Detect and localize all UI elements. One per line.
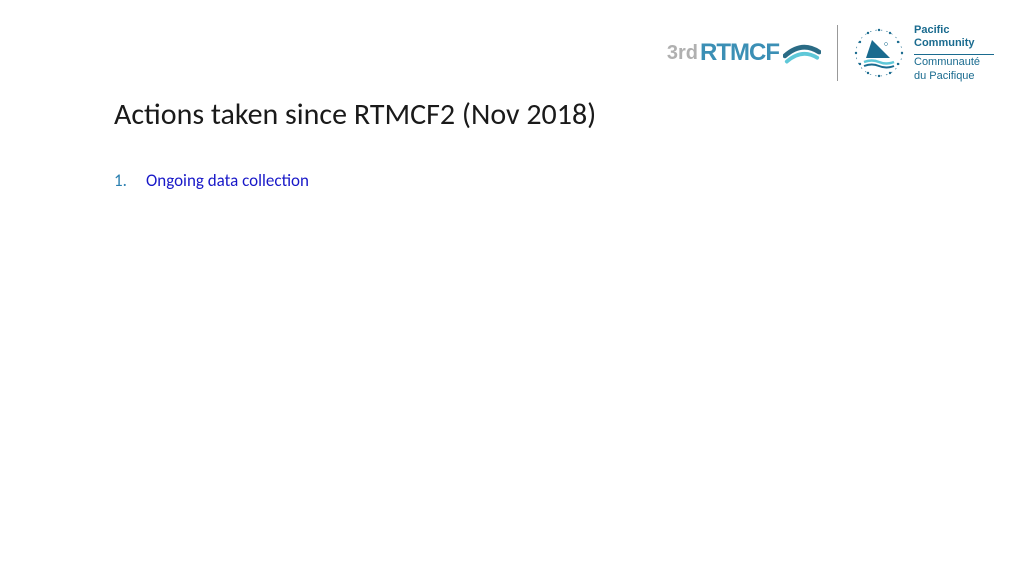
action-list: 1. Ongoing data collection — [114, 170, 309, 191]
list-number: 1. — [114, 170, 130, 191]
spc-line3: Communauté — [914, 56, 994, 69]
spc-logo: Pacific Community Communauté du Pacifiqu… — [854, 24, 994, 83]
header-logos: 3rd RTMCF Pacific Community Communauté d — [667, 24, 994, 83]
list-text: Ongoing data collection — [146, 170, 309, 191]
logo-divider — [837, 25, 838, 81]
rtmcf-logo: 3rd RTMCF — [667, 38, 821, 68]
spc-line2: Community — [914, 37, 994, 50]
spc-line1: Pacific — [914, 24, 994, 37]
list-item: 1. Ongoing data collection — [114, 170, 309, 191]
rtmcf-swoosh-icon — [783, 38, 821, 68]
spc-emblem-icon — [854, 28, 904, 78]
rtmcf-prefix: 3rd — [667, 42, 698, 65]
spc-line4: du Pacifique — [914, 70, 994, 83]
spc-hr — [914, 54, 994, 55]
rtmcf-text: RTMCF — [700, 39, 779, 67]
spc-text: Pacific Community Communauté du Pacifiqu… — [914, 24, 994, 83]
slide-title: Actions taken since RTMCF2 (Nov 2018) — [114, 96, 596, 133]
